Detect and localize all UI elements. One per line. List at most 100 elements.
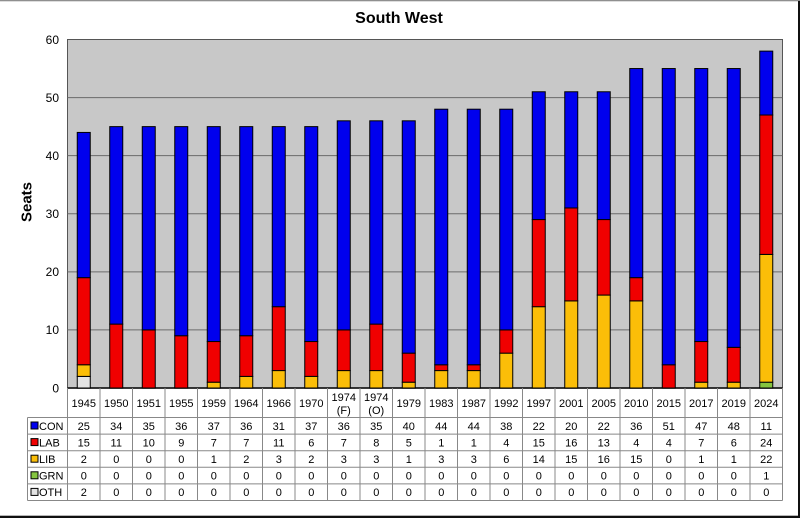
svg-text:0: 0 [503, 487, 509, 499]
svg-text:47: 47 [695, 421, 707, 433]
svg-text:0: 0 [113, 454, 119, 466]
svg-text:16: 16 [598, 454, 610, 466]
svg-text:35: 35 [370, 421, 382, 433]
svg-text:51: 51 [663, 421, 675, 433]
svg-text:0: 0 [308, 487, 314, 499]
svg-text:36: 36 [175, 421, 187, 433]
svg-text:Seats: Seats [19, 182, 36, 222]
svg-text:36: 36 [630, 421, 642, 433]
svg-text:0: 0 [341, 487, 347, 499]
svg-text:OTH: OTH [39, 487, 62, 499]
svg-text:0: 0 [438, 487, 444, 499]
svg-text:1950: 1950 [104, 398, 128, 410]
svg-text:2005: 2005 [592, 398, 616, 410]
svg-text:0: 0 [601, 487, 607, 499]
svg-text:44: 44 [468, 421, 480, 433]
svg-text:15: 15 [630, 454, 642, 466]
svg-text:0: 0 [438, 471, 444, 483]
svg-text:3: 3 [471, 454, 477, 466]
svg-text:1979: 1979 [397, 398, 421, 410]
svg-text:1966: 1966 [267, 398, 291, 410]
svg-text:0: 0 [146, 487, 152, 499]
svg-text:0: 0 [178, 487, 184, 499]
svg-text:0: 0 [146, 471, 152, 483]
svg-text:6: 6 [731, 437, 737, 449]
svg-text:7: 7 [698, 437, 704, 449]
svg-text:1964: 1964 [234, 398, 258, 410]
svg-text:1951: 1951 [137, 398, 161, 410]
svg-text:0: 0 [276, 487, 282, 499]
svg-text:6: 6 [308, 437, 314, 449]
svg-text:38: 38 [500, 421, 512, 433]
svg-text:4: 4 [503, 437, 509, 449]
svg-text:2: 2 [308, 454, 314, 466]
svg-text:0: 0 [633, 487, 639, 499]
svg-text:GRN: GRN [39, 471, 64, 483]
svg-text:15: 15 [78, 437, 90, 449]
svg-text:2010: 2010 [624, 398, 648, 410]
svg-text:1: 1 [438, 437, 444, 449]
svg-text:0: 0 [52, 381, 59, 395]
svg-text:36: 36 [240, 421, 252, 433]
svg-text:13: 13 [598, 437, 610, 449]
svg-text:0: 0 [666, 454, 672, 466]
svg-text:44: 44 [435, 421, 447, 433]
svg-text:11: 11 [273, 437, 284, 449]
svg-text:0: 0 [341, 471, 347, 483]
svg-text:0: 0 [633, 471, 639, 483]
svg-text:20: 20 [565, 421, 577, 433]
svg-text:0: 0 [113, 487, 119, 499]
svg-text:0: 0 [211, 471, 217, 483]
svg-text:48: 48 [728, 421, 740, 433]
svg-text:2015: 2015 [657, 398, 681, 410]
svg-text:1970: 1970 [299, 398, 323, 410]
svg-text:0: 0 [276, 471, 282, 483]
svg-text:1959: 1959 [202, 398, 226, 410]
svg-text:4: 4 [633, 437, 639, 449]
svg-text:35: 35 [143, 421, 155, 433]
svg-text:2019: 2019 [722, 398, 746, 410]
svg-text:7: 7 [243, 437, 249, 449]
svg-text:0: 0 [178, 454, 184, 466]
svg-text:1: 1 [406, 454, 412, 466]
svg-text:0: 0 [763, 487, 769, 499]
svg-text:0: 0 [536, 471, 542, 483]
svg-text:20: 20 [46, 265, 60, 279]
svg-text:22: 22 [533, 421, 545, 433]
svg-text:South West: South West [355, 10, 443, 27]
svg-text:0: 0 [536, 487, 542, 499]
svg-text:0: 0 [113, 471, 119, 483]
svg-text:25: 25 [78, 421, 90, 433]
svg-text:30: 30 [46, 207, 60, 221]
svg-text:22: 22 [598, 421, 610, 433]
svg-text:0: 0 [503, 471, 509, 483]
svg-text:11: 11 [111, 437, 122, 449]
svg-text:1974: 1974 [332, 392, 356, 404]
svg-text:0: 0 [601, 471, 607, 483]
svg-text:1: 1 [471, 437, 477, 449]
svg-text:0: 0 [698, 471, 704, 483]
svg-text:1974: 1974 [364, 392, 388, 404]
svg-text:14: 14 [533, 454, 545, 466]
svg-text:10: 10 [143, 437, 155, 449]
svg-text:1987: 1987 [462, 398, 486, 410]
svg-text:4: 4 [666, 437, 672, 449]
svg-text:1945: 1945 [72, 398, 96, 410]
svg-text:0: 0 [568, 487, 574, 499]
svg-text:LAB: LAB [39, 437, 60, 449]
svg-text:34: 34 [110, 421, 122, 433]
svg-text:0: 0 [731, 471, 737, 483]
svg-text:3: 3 [438, 454, 444, 466]
svg-text:40: 40 [403, 421, 415, 433]
svg-text:1: 1 [763, 471, 769, 483]
svg-text:5: 5 [406, 437, 412, 449]
svg-text:8: 8 [373, 437, 379, 449]
svg-text:0: 0 [568, 471, 574, 483]
svg-text:1: 1 [731, 454, 737, 466]
svg-text:2024: 2024 [754, 398, 778, 410]
svg-text:3: 3 [373, 454, 379, 466]
svg-text:0: 0 [243, 471, 249, 483]
svg-text:31: 31 [273, 421, 285, 433]
svg-text:1997: 1997 [527, 398, 551, 410]
svg-text:60: 60 [46, 33, 60, 47]
